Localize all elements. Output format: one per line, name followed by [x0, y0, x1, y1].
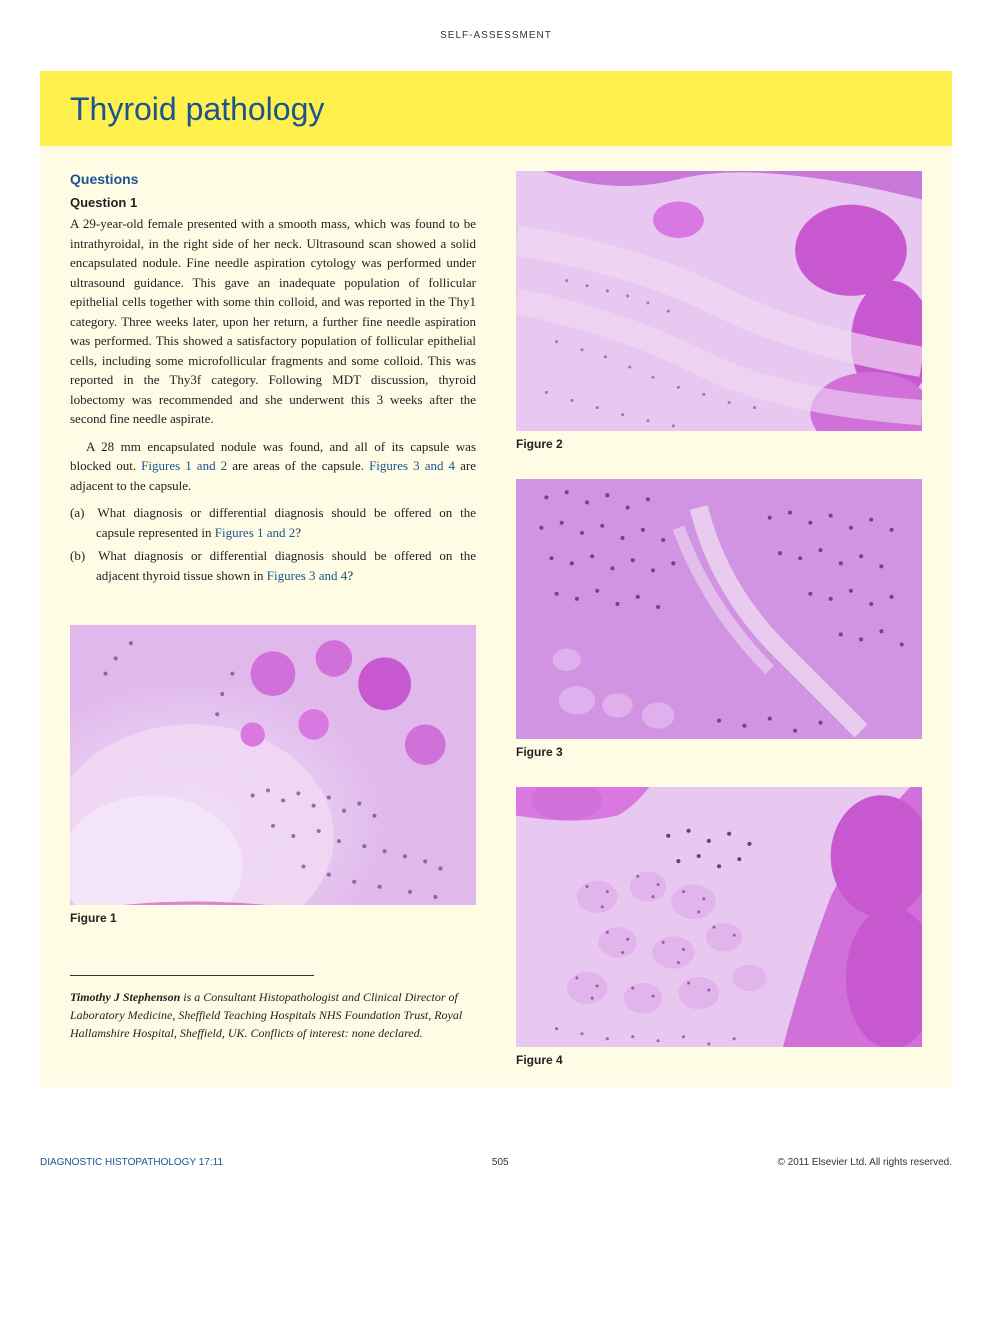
article-body: Thyroid pathology Questions Question 1 A… — [40, 71, 952, 1087]
figure-4-image — [516, 787, 922, 1047]
figures-3-4-link[interactable]: Figures 3 and 4 — [369, 458, 455, 473]
figure-4-caption: Figure 4 — [516, 1053, 922, 1067]
right-column: Figure 2 — [516, 171, 922, 1067]
footer-copyright: © 2011 Elsevier Ltd. All rights reserved… — [777, 1157, 952, 1168]
figure-1-image — [70, 625, 476, 905]
left-column: Questions Question 1 A 29-year-old femal… — [70, 171, 476, 1067]
running-header: SELF-ASSESSMENT — [40, 30, 952, 41]
figure-1-block: Figure 1 — [70, 625, 476, 925]
figure-3-caption: Figure 3 — [516, 745, 922, 759]
article-title: Thyroid pathology — [70, 91, 922, 128]
footer-journal: DIAGNOSTIC HISTOPATHOLOGY 17:11 — [40, 1157, 223, 1168]
figure-2-block: Figure 2 — [516, 171, 922, 451]
question-1-para-2: A 28 mm encapsulated nodule was found, a… — [70, 437, 476, 496]
question-1-sub-b: (b) What diagnosis or differential diagn… — [70, 546, 476, 585]
q1a-post: ? — [295, 525, 301, 540]
figures-1-2-link[interactable]: Figures 1 and 2 — [141, 458, 227, 473]
page-footer: DIAGNOSTIC HISTOPATHOLOGY 17:11 505 © 20… — [0, 1127, 992, 1178]
author-bio: Timothy J Stephenson is a Consultant His… — [70, 988, 476, 1042]
author-name: Timothy J Stephenson — [70, 990, 180, 1004]
figure-3-block: Figure 3 — [516, 479, 922, 759]
figure-1-caption: Figure 1 — [70, 911, 476, 925]
question-1-para-1: A 29-year-old female presented with a sm… — [70, 214, 476, 429]
figures-1-2-link-b[interactable]: Figures 1 and 2 — [215, 525, 296, 540]
figure-3-image — [516, 479, 922, 739]
figure-2-image — [516, 171, 922, 431]
footer-page-number: 505 — [492, 1157, 509, 1168]
questions-heading: Questions — [70, 171, 476, 187]
figures-3-4-link-b[interactable]: Figures 3 and 4 — [267, 568, 348, 583]
title-bar: Thyroid pathology — [40, 71, 952, 146]
q1b-post: ? — [347, 568, 353, 583]
author-divider — [70, 975, 314, 976]
question-1-sub-a: (a) What diagnosis or differential diagn… — [70, 503, 476, 542]
q1-p2-mid: are areas of the capsule. — [227, 458, 369, 473]
figure-4-block: Figure 4 — [516, 787, 922, 1067]
figure-2-caption: Figure 2 — [516, 437, 922, 451]
question-1-label: Question 1 — [70, 195, 476, 210]
